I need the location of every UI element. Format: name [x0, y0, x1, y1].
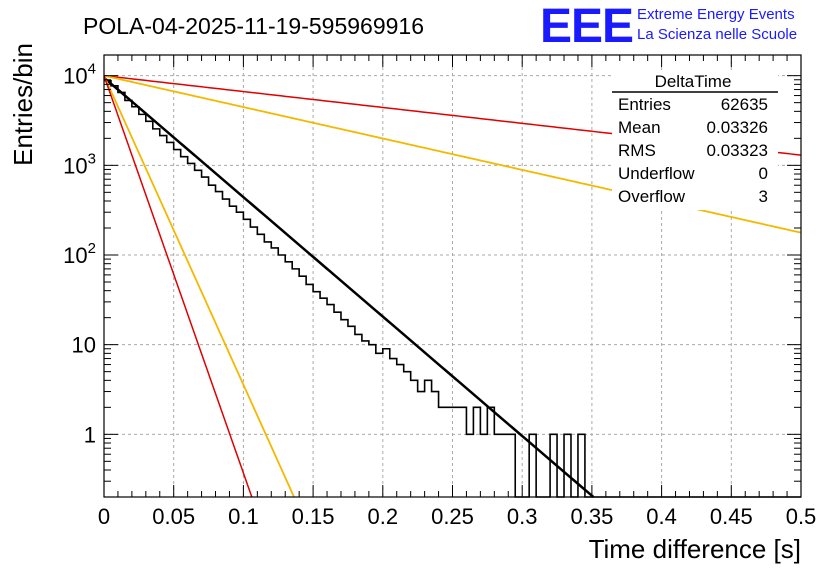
- histogram-bin: [139, 114, 146, 497]
- x-tick-label: 0.2: [368, 504, 399, 529]
- stats-value-mean: 0.03326: [707, 118, 768, 137]
- stats-title: DeltaTime: [655, 72, 732, 91]
- eee-logo: EEE Extreme Energy Events La Scienza nel…: [540, 0, 797, 53]
- stats-value-overflow: 3: [759, 187, 768, 206]
- histogram-bin: [327, 305, 334, 497]
- histogram-bin: [453, 407, 460, 497]
- histogram-bin: [174, 150, 181, 497]
- histogram-bin: [125, 100, 132, 497]
- histogram-bin: [202, 177, 209, 497]
- chart-title: POLA-04-2025-11-19-595969916: [83, 13, 424, 39]
- histogram-bin: [376, 353, 383, 497]
- y-tick-label: 103: [63, 150, 96, 178]
- eee-logo-line2: La Scienza nelle Scuole: [637, 26, 797, 43]
- histogram-bin: [473, 407, 480, 497]
- stats-value-underflow: 0: [759, 164, 768, 183]
- histogram-bin: [501, 434, 508, 497]
- histogram-bin: [285, 262, 292, 497]
- y-axis-title: Entries/bin: [8, 43, 38, 166]
- curve-fit: [103, 76, 595, 498]
- histogram-bin: [369, 345, 376, 497]
- histogram-bin: [299, 276, 306, 497]
- stats-label-rms: RMS: [618, 141, 656, 160]
- stats-box-bg: [612, 70, 778, 210]
- histogram-bin: [508, 434, 515, 497]
- histogram-bin: [257, 234, 264, 497]
- histogram-bin: [160, 136, 167, 497]
- y-tick-label: 10: [72, 333, 96, 358]
- y-tick-label: 102: [63, 240, 96, 268]
- histogram-bin: [292, 269, 299, 497]
- histogram-bin: [167, 142, 174, 497]
- histogram-bin: [334, 312, 341, 497]
- histogram-bin: [209, 185, 216, 497]
- x-tick-label: 0.35: [570, 504, 613, 529]
- histogram-bin: [432, 392, 439, 497]
- y-tick-label: 104: [63, 61, 96, 89]
- stats-label-overflow: Overflow: [618, 187, 686, 206]
- x-tick-label: 0.5: [786, 504, 817, 529]
- stats-label-underflow: Underflow: [618, 164, 695, 183]
- histogram-bin: [118, 92, 125, 497]
- histogram-bin: [383, 349, 390, 497]
- histogram-bin: [418, 392, 425, 497]
- x-tick-label: 0.45: [710, 504, 753, 529]
- eee-logo-line1: Extreme Energy Events: [637, 6, 795, 23]
- histogram-bin: [181, 157, 188, 497]
- histogram-bin: [313, 292, 320, 497]
- histogram-bin: [229, 206, 236, 497]
- x-tick-label: 0.3: [507, 504, 538, 529]
- curve-red-fast: [103, 75, 253, 498]
- histogram-bin: [459, 407, 466, 497]
- histogram-bin: [411, 380, 418, 497]
- curve-orange-fast: [103, 75, 295, 498]
- histogram-bin: [195, 170, 202, 497]
- histogram-bin: [494, 434, 501, 497]
- stats-value-entries: 62635: [721, 95, 768, 114]
- histogram-bin: [564, 434, 571, 497]
- histogram-bin: [348, 326, 355, 497]
- x-tick-label: 0.1: [228, 504, 259, 529]
- histogram-bin: [404, 372, 411, 497]
- histogram-bin: [446, 407, 453, 497]
- histogram-bin: [250, 227, 257, 497]
- histogram-bin: [355, 334, 362, 497]
- eee-logo-mark: EEE: [540, 0, 633, 53]
- histogram-bin: [111, 86, 118, 497]
- histogram-bin: [466, 434, 473, 497]
- x-tick-label: 0.25: [431, 504, 474, 529]
- histogram-bin: [362, 341, 369, 497]
- histogram-bin: [439, 407, 446, 497]
- x-axis-title: Time difference [s]: [589, 534, 801, 564]
- histogram-bin: [278, 255, 285, 497]
- histogram-bin: [480, 434, 487, 497]
- histogram-bin: [264, 242, 271, 497]
- x-tick-label: 0: [98, 504, 110, 529]
- histogram-bin: [216, 192, 223, 497]
- stats-value-rms: 0.03323: [707, 141, 768, 160]
- stats-label-mean: Mean: [618, 118, 661, 137]
- axes: 0 0.05 0.1 0.15 0.2 0.25 0.3 0.35 0.4 0.45 0.5 1 10 1…: [63, 54, 817, 529]
- stats-box: DeltaTime Entries 62635 Mean 0.03326 RMS…: [612, 70, 778, 210]
- histogram-bin: [390, 359, 397, 497]
- histogram-bin: [320, 298, 327, 497]
- stats-label-entries: Entries: [618, 95, 671, 114]
- histogram-bin: [487, 407, 494, 497]
- histogram-bin: [243, 219, 250, 497]
- histogram-bin: [425, 380, 432, 497]
- x-tick-label: 0.4: [646, 504, 677, 529]
- histogram-bin: [341, 320, 348, 497]
- x-tick-label: 0.15: [292, 504, 335, 529]
- histogram-bin: [397, 365, 404, 497]
- x-tick-label: 0.05: [152, 504, 195, 529]
- histogram-bin: [306, 284, 313, 497]
- y-tick-label: 1: [84, 422, 96, 447]
